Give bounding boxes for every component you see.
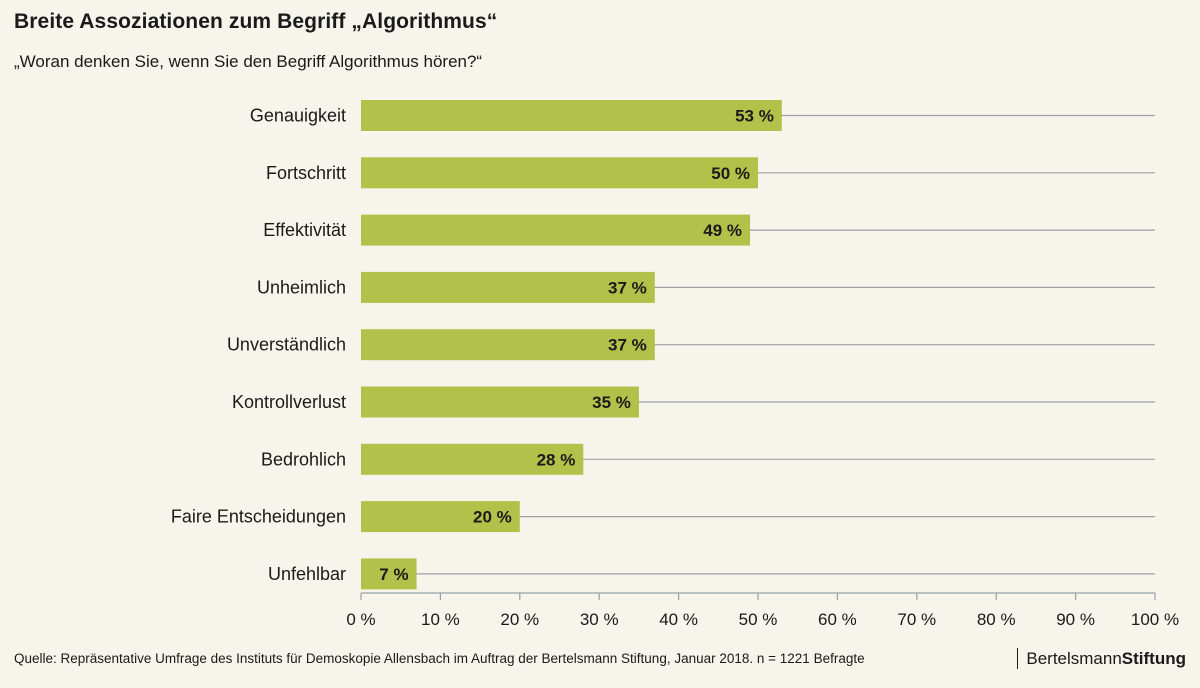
category-label: Genauigkeit (250, 106, 346, 126)
logo-text-bold: Stiftung (1121, 649, 1186, 668)
x-tick-label: 10 % (421, 610, 460, 629)
x-tick-label: 80 % (977, 610, 1016, 629)
category-label: Effektivität (263, 220, 346, 240)
value-label: 28 % (537, 450, 576, 469)
category-label: Unheimlich (257, 277, 346, 297)
value-label: 7 % (379, 565, 408, 584)
value-label: 49 % (703, 221, 742, 240)
x-tick-label: 30 % (580, 610, 619, 629)
bar (361, 386, 639, 418)
bar (361, 271, 655, 303)
category-label: Kontrollverlust (232, 392, 346, 412)
value-label: 35 % (592, 393, 631, 412)
category-label: Fortschritt (266, 163, 346, 183)
bar (361, 214, 751, 246)
x-tick-label: 60 % (818, 610, 857, 629)
bar (361, 443, 584, 475)
x-tick-label: 50 % (739, 610, 778, 629)
logo-text-regular: Bertelsmann (1026, 649, 1122, 668)
value-label: 37 % (608, 336, 647, 355)
category-label: Bedrohlich (261, 449, 346, 469)
x-tick-label: 0 % (346, 610, 375, 629)
bertelsmann-stiftung-logo: BertelsmannStiftung (1017, 648, 1186, 669)
x-tick-label: 70 % (897, 610, 936, 629)
source-note: Quelle: Repräsentative Umfrage des Insti… (14, 651, 865, 666)
category-label: Unfehlbar (268, 564, 346, 584)
value-label: 50 % (711, 164, 750, 183)
x-tick-label: 40 % (659, 610, 698, 629)
chart-title: Breite Assoziationen zum Begriff „Algori… (14, 10, 498, 33)
x-tick-label: 100 % (1131, 610, 1179, 629)
bar (361, 558, 417, 590)
x-tick-label: 20 % (500, 610, 539, 629)
category-label: Unverständlich (227, 335, 346, 355)
bar (361, 157, 758, 189)
x-tick-label: 90 % (1056, 610, 1095, 629)
value-label: 53 % (735, 107, 774, 126)
bar (361, 329, 655, 361)
bar (361, 100, 782, 131)
value-label: 37 % (608, 278, 647, 297)
value-label: 20 % (473, 508, 512, 527)
chart-subtitle: „Woran denken Sie, wenn Sie den Begriff … (14, 52, 483, 71)
category-label: Faire Entscheidungen (171, 507, 346, 527)
bar (361, 501, 520, 533)
